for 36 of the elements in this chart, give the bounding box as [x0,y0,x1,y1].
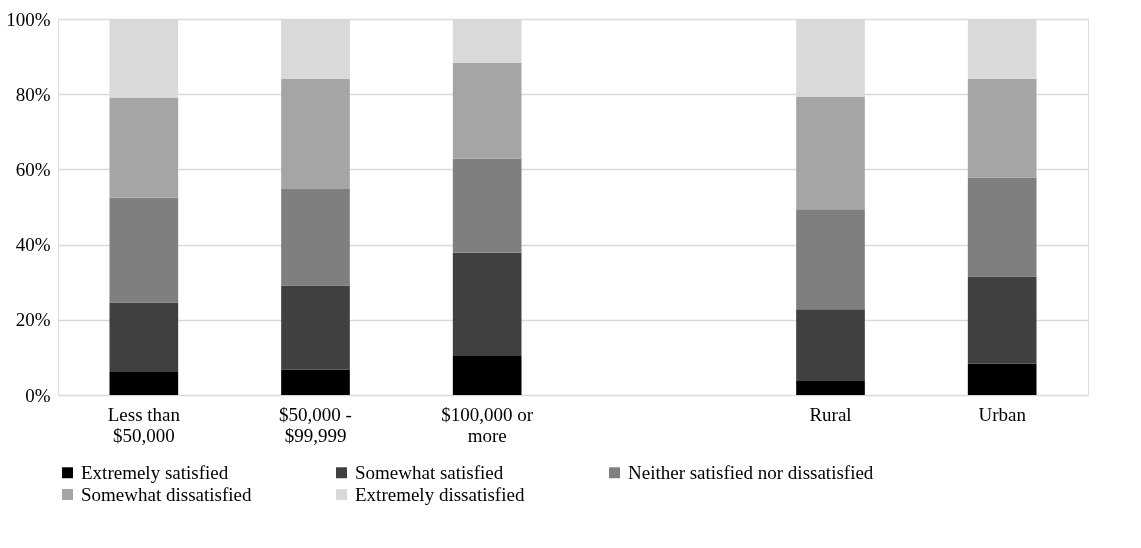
legend-label: Somewhat satisfied [355,461,504,483]
x-tick-label: Rural [809,403,852,425]
x-tick-label: $50,000 - $99,999 [279,403,352,446]
bar [109,371,179,395]
bar [967,276,1037,364]
bar [967,363,1037,395]
y-tick-label: 80% [15,83,51,105]
bar [796,380,865,395]
bar [796,309,865,381]
legend-label: Somewhat dissatisfied [81,483,252,505]
bar [796,96,865,210]
bar [967,177,1037,277]
bar [109,197,179,303]
bar [967,78,1037,178]
y-tick-label: 20% [15,309,51,331]
y-tick-label: 0% [25,384,51,406]
y-tick-label: 100% [6,8,51,30]
bar [452,355,522,395]
y-tick-label: 60% [15,158,51,180]
x-tick-label: Urban [978,403,1027,425]
bar [452,252,522,356]
bar [109,302,179,372]
y-tick-label: 40% [15,234,51,256]
legend-label: Neither satisfied nor dissatisfied [628,461,874,483]
bar [796,209,865,310]
bar [281,188,350,286]
legend-label: Extremely dissatisfied [355,483,525,505]
bar [452,62,522,159]
bar [452,158,522,253]
bar [281,285,350,370]
legend-label: Extremely satisfied [81,461,229,483]
bar [109,97,179,198]
x-tick-label: $100,000 or more [441,403,534,446]
bar [281,369,350,395]
x-tick-label: Less than $50,000 [107,403,181,446]
bar [281,78,350,189]
